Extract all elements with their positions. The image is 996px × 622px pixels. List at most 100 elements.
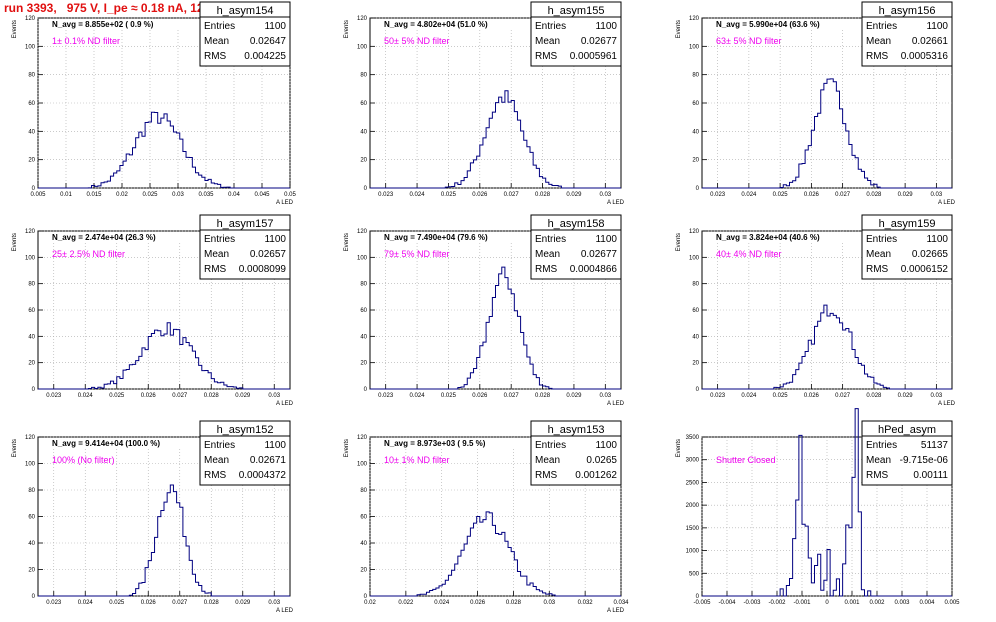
y-tick-label: 40 <box>360 541 367 547</box>
stats-value: 0.0005961 <box>570 51 618 62</box>
y-tick-label: 1500 <box>686 526 700 532</box>
x-tick-label: 0.028 <box>535 192 551 198</box>
stats-key: Entries <box>535 234 566 245</box>
y-tick-label: 60 <box>692 101 699 107</box>
y-tick-label: 20 <box>360 361 367 367</box>
x-tick-label: 0.027 <box>504 393 520 399</box>
x-tick-label: -0.005 <box>693 600 711 606</box>
x-tick-label: 0.032 <box>578 600 594 606</box>
x-tick-label: 0.026 <box>804 393 820 399</box>
y-tick-label: 120 <box>357 435 368 441</box>
x-tick-label: 0.028 <box>866 393 882 399</box>
histogram-panel-h_asym153: 0.02 0.022 0.024 0.026 0.028 0.03 0.032 0.034 0 2… <box>344 420 629 614</box>
navg-label: N_avg = 7.490e+04 (79.6 %) <box>384 233 488 242</box>
stats-value: 1100 <box>595 440 617 451</box>
y-tick-label: 0 <box>32 387 36 393</box>
y-tick-label: 3500 <box>686 435 700 441</box>
navg-box <box>703 19 863 30</box>
x-tick-label: 0.024 <box>410 192 426 198</box>
y-tick-label: 20 <box>28 158 35 164</box>
x-tick-label: 0.03 <box>599 192 611 198</box>
y-tick-label: 0 <box>364 387 368 393</box>
x-tick-label: 0.001 <box>844 600 860 606</box>
stats-box <box>861 420 953 486</box>
stats-key: Entries <box>866 440 897 451</box>
stats-value: 1100 <box>595 21 617 32</box>
x-tick-label: 0.024 <box>434 600 450 606</box>
x-tick-label: 0.004 <box>919 600 935 606</box>
x-tick-label: 0.029 <box>235 600 251 606</box>
x-tick-label: 0.023 <box>710 393 726 399</box>
x-tick-label: 0.03 <box>172 192 184 198</box>
filter-label: Shutter Closed <box>716 455 776 465</box>
histogram-panel-hPed_asym: -0.005 -0.004 -0.003 -0.002 -0.001 0 0.001 0.00… <box>676 408 960 606</box>
stats-value: 0.02657 <box>250 249 287 260</box>
y-tick-label: 100 <box>357 44 368 50</box>
y-axis-label: Events <box>676 439 682 457</box>
stats-key: Mean <box>866 249 891 260</box>
x-tick-label: 0.029 <box>898 192 914 198</box>
y-tick-label: 40 <box>360 129 367 135</box>
x-tick-label: 0.025 <box>109 600 125 606</box>
x-tick-label: 0.027 <box>172 393 188 399</box>
y-tick-label: 120 <box>357 16 368 22</box>
y-tick-label: 100 <box>25 462 36 468</box>
stats-value: -9.715e-06 <box>900 455 949 466</box>
histogram-series <box>702 78 952 189</box>
stats-key: Entries <box>535 440 566 451</box>
stats-key: Entries <box>535 21 566 32</box>
stats-value: 0.004225 <box>244 51 286 62</box>
x-tick-label: 0.03 <box>543 600 555 606</box>
y-axis-label: Events <box>12 439 18 457</box>
x-tick-label: 0.029 <box>566 393 582 399</box>
stats-box <box>530 420 622 486</box>
y-tick-label: 60 <box>28 308 35 314</box>
x-tick-label: 0.025 <box>109 393 125 399</box>
x-tick-label: 0.005 <box>944 600 960 606</box>
y-tick-label: 0 <box>32 186 36 192</box>
y-tick-label: 60 <box>692 308 699 314</box>
filter-label: 1± 0.1% ND filter <box>52 36 120 46</box>
stats-value: 0.02677 <box>581 36 618 47</box>
navg-box <box>39 438 209 449</box>
y-tick-label: 0 <box>364 186 368 192</box>
filter-label: 100% (No filter) <box>52 455 115 465</box>
stats-value: 0.0008099 <box>239 264 287 275</box>
x-tick-label: 0.022 <box>398 600 414 606</box>
y-tick-label: 20 <box>692 158 699 164</box>
stats-value: 0.001262 <box>575 470 617 481</box>
stats-key: RMS <box>866 51 889 62</box>
x-tick-label: 0.028 <box>506 600 522 606</box>
navg-box <box>39 19 199 30</box>
y-tick-label: 0 <box>364 594 368 600</box>
y-axis-label: Events <box>12 233 18 251</box>
y-axis-label: Events <box>344 20 350 38</box>
x-tick-label: 0.023 <box>378 192 394 198</box>
y-axis-label: Events <box>344 233 350 251</box>
stats-box <box>530 214 622 280</box>
x-tick-label: 0.03 <box>599 393 611 399</box>
histogram-series <box>38 484 290 597</box>
histogram-series <box>370 266 621 390</box>
x-tick-label: 0.04 <box>228 192 240 198</box>
y-tick-label: 100 <box>357 255 368 261</box>
x-tick-label: 0.026 <box>804 192 820 198</box>
x-tick-label: 0.024 <box>410 393 426 399</box>
x-tick-label: 0.028 <box>204 600 220 606</box>
y-tick-label: 60 <box>28 101 35 107</box>
y-tick-label: 120 <box>689 16 700 22</box>
histogram-series <box>38 322 290 390</box>
stats-value: 0.0006152 <box>901 264 949 275</box>
filter-label: 50± 5% ND filter <box>384 36 449 46</box>
stats-value: 1100 <box>595 234 617 245</box>
stats-key: Entries <box>204 21 235 32</box>
x-tick-label: 0.029 <box>566 192 582 198</box>
stats-name: h_asym156 <box>879 5 936 17</box>
y-tick-label: 120 <box>25 229 36 235</box>
y-tick-label: 20 <box>360 568 367 574</box>
x-axis-label: A LED <box>607 200 625 206</box>
stats-value: 51137 <box>921 440 949 451</box>
x-tick-label: 0.035 <box>198 192 214 198</box>
stats-value: 0.02671 <box>250 455 287 466</box>
x-axis-label: A LED <box>607 401 625 407</box>
